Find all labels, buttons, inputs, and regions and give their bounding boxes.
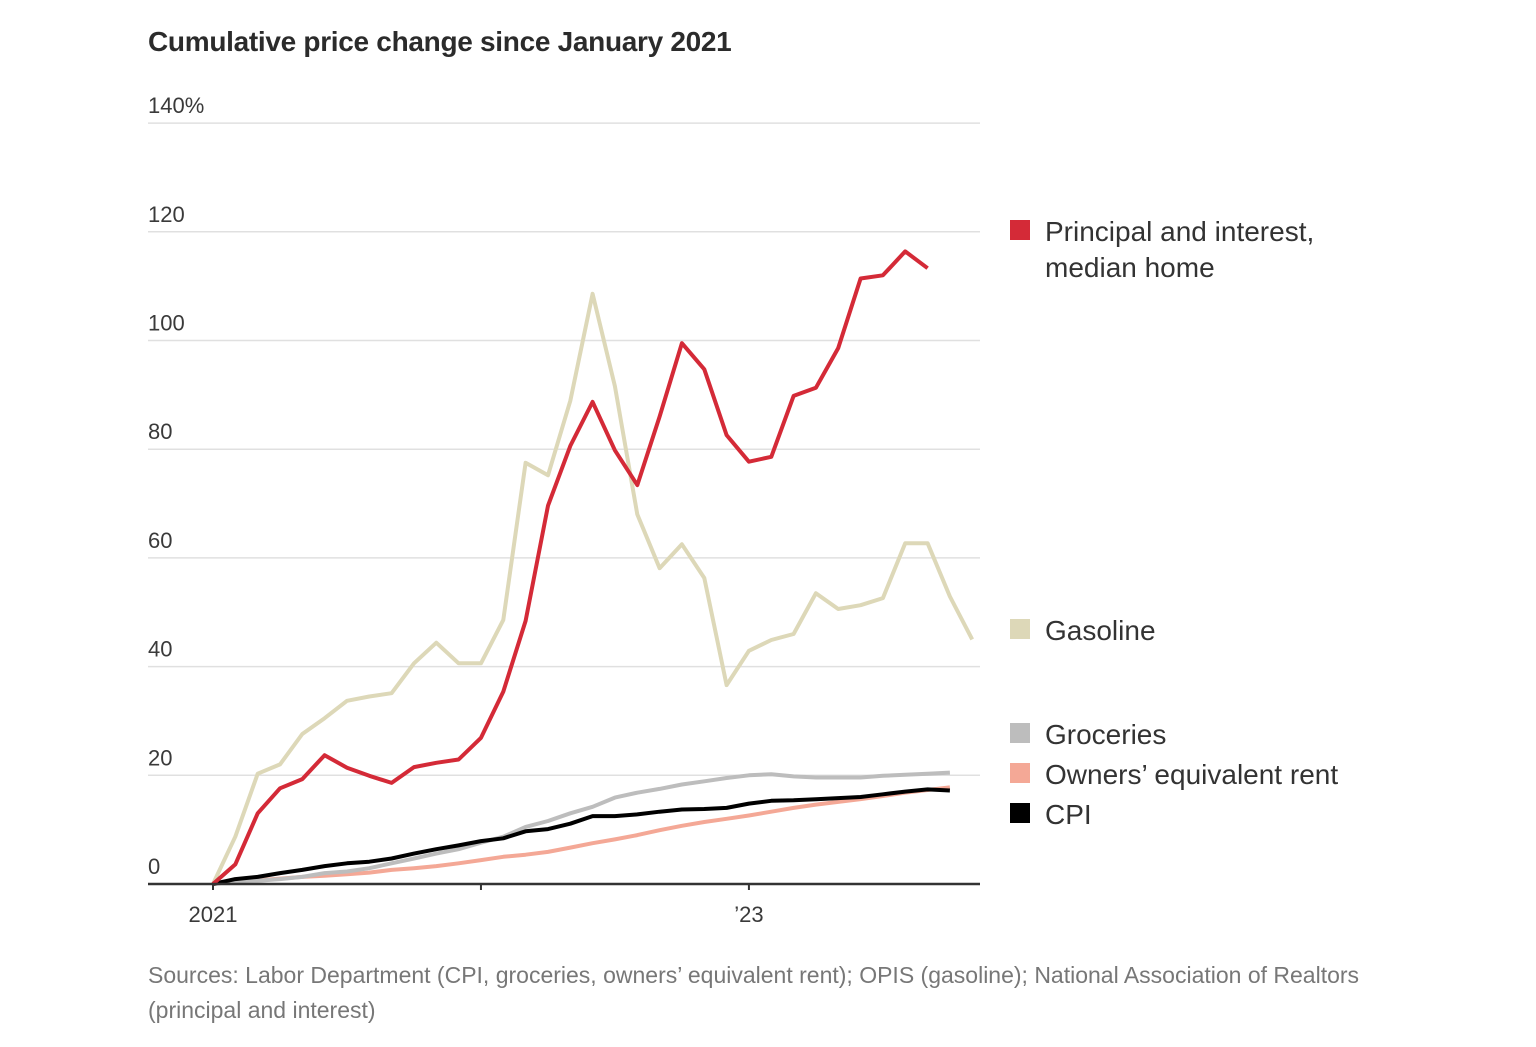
- gridlines: [148, 122, 980, 777]
- legend-label: Groceries: [1045, 719, 1167, 750]
- series-line-groceries: [212, 770, 950, 886]
- series-lines: [211, 249, 974, 886]
- legend-item: Gasoline: [1010, 613, 1430, 649]
- legend-label: Gasoline: [1045, 615, 1156, 646]
- y-axis-tick-labels: 0 20 40 60 80 100 120 140%: [148, 93, 204, 879]
- series-line-owners-equivalent-rent: [212, 785, 951, 886]
- legend-swatch: [1010, 803, 1030, 823]
- legend-item: Principal and interest, median home: [1010, 214, 1430, 286]
- x-tick-label: 2021: [189, 902, 238, 927]
- legend-label: Owners’ equivalent rent: [1045, 759, 1339, 790]
- legend-item: Groceries: [1010, 717, 1430, 753]
- legend-label: CPI: [1045, 799, 1092, 830]
- legend-swatch: [1010, 220, 1030, 240]
- y-tick-label: 40: [148, 637, 172, 662]
- y-tick-label: 100: [148, 311, 185, 336]
- x-tick-label: ’23: [734, 902, 763, 927]
- y-tick-label: 80: [148, 419, 172, 444]
- series-line-principal-and-interest-median-home: [211, 249, 929, 886]
- legend-item: CPI: [1010, 797, 1430, 833]
- chart-title: Cumulative price change since January 20…: [148, 26, 732, 57]
- series-line-gasoline: [211, 291, 974, 885]
- series-line-cpi: [212, 787, 950, 886]
- legend-swatch: [1010, 723, 1030, 743]
- legend-swatch: [1010, 619, 1030, 639]
- source-note: Sources: Labor Department (CPI, grocerie…: [148, 962, 1360, 1023]
- legend-swatch: [1010, 763, 1030, 783]
- legend-label: Principal and interest, median home: [1045, 216, 1315, 283]
- y-tick-label: 60: [148, 528, 172, 553]
- y-tick-label: 120: [148, 202, 185, 227]
- y-tick-label: 0: [148, 854, 160, 879]
- y-tick-label: 140%: [148, 93, 204, 118]
- x-axis: 2021 ’23: [148, 882, 980, 927]
- y-tick-label: 20: [148, 745, 172, 770]
- legend-item: Owners’ equivalent rent: [1010, 757, 1430, 793]
